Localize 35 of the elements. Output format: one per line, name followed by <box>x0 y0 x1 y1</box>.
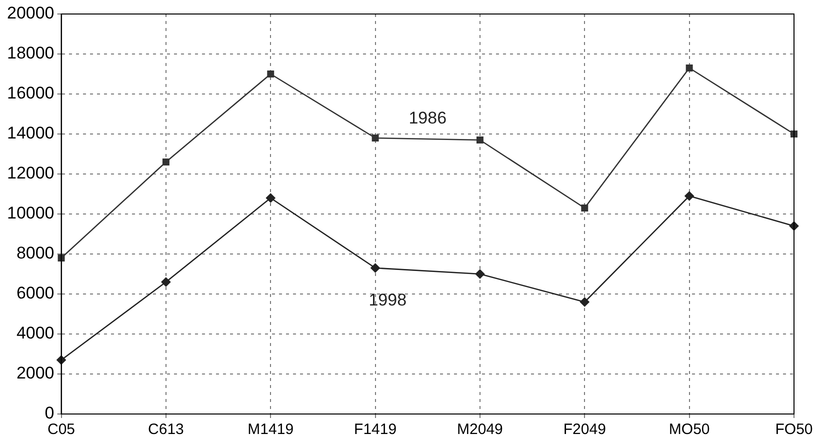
x-tick-label: FO50 <box>775 421 813 438</box>
y-tick-label: 12000 <box>6 164 54 183</box>
point <box>266 193 276 203</box>
point <box>161 277 171 287</box>
y-tick-label: 6000 <box>16 284 54 303</box>
point <box>790 130 798 138</box>
x-tick-label: MO50 <box>668 421 710 438</box>
point <box>475 269 485 279</box>
y-tick-label: 16000 <box>6 84 54 103</box>
x-tick-label: F2049 <box>563 421 606 438</box>
point <box>580 297 590 307</box>
series-label: 1986 <box>408 108 447 128</box>
y-tick-label: 8000 <box>16 244 54 263</box>
point <box>476 136 484 144</box>
point <box>686 64 693 72</box>
point <box>684 191 694 201</box>
point <box>370 263 380 273</box>
y-tick-label: 10000 <box>6 204 54 223</box>
point <box>162 158 170 166</box>
point <box>372 134 379 142</box>
x-tick-label: C613 <box>148 421 184 438</box>
point <box>581 204 588 212</box>
x-tick-label: M2049 <box>457 421 503 438</box>
y-tick-label: 18000 <box>6 44 54 63</box>
x-tick-label: C05 <box>48 421 76 438</box>
point <box>267 70 274 78</box>
y-tick-label: 0 <box>44 404 54 423</box>
y-tick-label: 2000 <box>16 364 54 383</box>
series-label: 1998 <box>368 290 407 310</box>
y-tick-label: 14000 <box>6 124 54 143</box>
x-tick-label: F1419 <box>354 421 397 438</box>
x-tick-label: M1419 <box>248 421 294 438</box>
y-tick-label: 20000 <box>6 4 54 23</box>
point <box>58 254 65 262</box>
y-tick-label: 4000 <box>16 324 54 343</box>
